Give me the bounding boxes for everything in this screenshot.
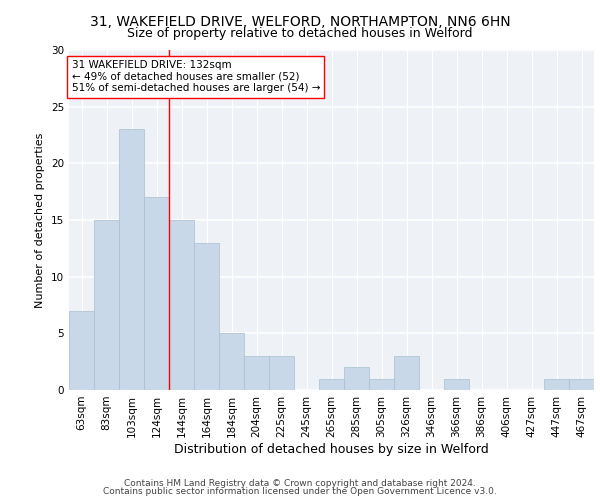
- Bar: [269, 356, 294, 390]
- Y-axis label: Number of detached properties: Number of detached properties: [35, 132, 46, 308]
- Bar: [219, 334, 244, 390]
- Bar: [319, 378, 344, 390]
- Bar: [194, 242, 219, 390]
- Bar: [169, 220, 194, 390]
- Text: 31 WAKEFIELD DRIVE: 132sqm
← 49% of detached houses are smaller (52)
51% of semi: 31 WAKEFIELD DRIVE: 132sqm ← 49% of deta…: [71, 60, 320, 94]
- Text: Contains public sector information licensed under the Open Government Licence v3: Contains public sector information licen…: [103, 487, 497, 496]
- Bar: [394, 356, 419, 390]
- Bar: [444, 378, 469, 390]
- Bar: [94, 220, 119, 390]
- Bar: [344, 368, 369, 390]
- Bar: [119, 130, 144, 390]
- Text: 31, WAKEFIELD DRIVE, WELFORD, NORTHAMPTON, NN6 6HN: 31, WAKEFIELD DRIVE, WELFORD, NORTHAMPTO…: [89, 15, 511, 29]
- Bar: [569, 378, 594, 390]
- Bar: [544, 378, 569, 390]
- Bar: [69, 310, 94, 390]
- Text: Size of property relative to detached houses in Welford: Size of property relative to detached ho…: [127, 28, 473, 40]
- Bar: [369, 378, 394, 390]
- Bar: [244, 356, 269, 390]
- Text: Contains HM Land Registry data © Crown copyright and database right 2024.: Contains HM Land Registry data © Crown c…: [124, 478, 476, 488]
- X-axis label: Distribution of detached houses by size in Welford: Distribution of detached houses by size …: [174, 442, 489, 456]
- Bar: [144, 198, 169, 390]
